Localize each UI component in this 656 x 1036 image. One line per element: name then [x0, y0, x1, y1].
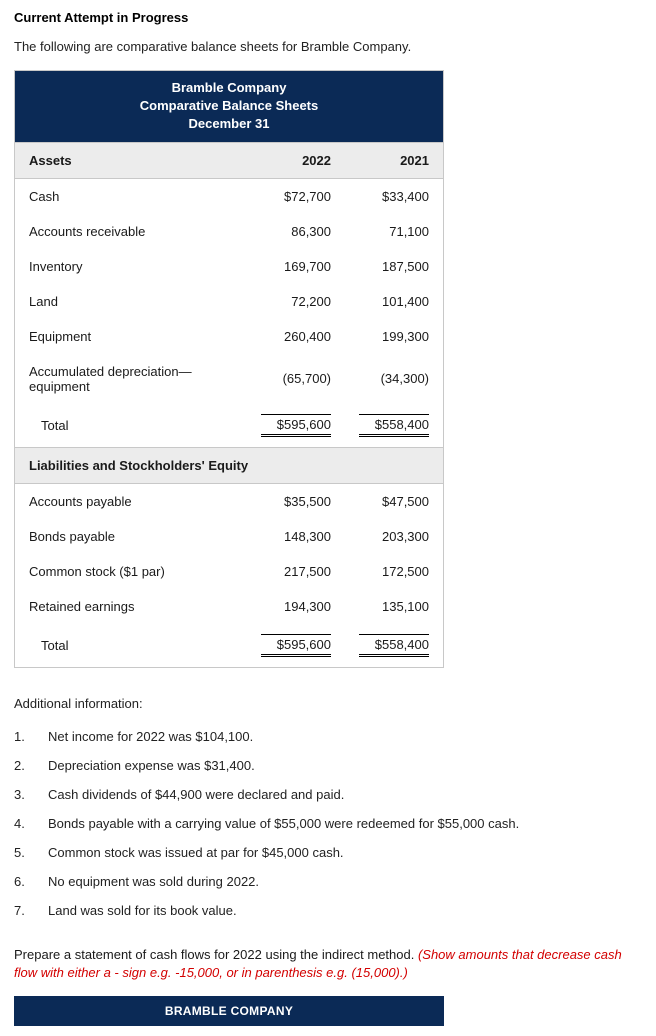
list-item: 2.Depreciation expense was $31,400. [14, 758, 642, 773]
balance-sheet-table: Bramble Company Comparative Balance Shee… [14, 70, 444, 668]
list-item: 4.Bonds payable with a carrying value of… [14, 816, 642, 831]
table-row: Cash$72,700$33,400 [15, 178, 444, 214]
row-value-2021: 101,400 [345, 284, 444, 319]
list-number: 6. [14, 874, 48, 889]
row-value-2021: 172,500 [345, 554, 444, 589]
sheet-title-line2: Comparative Balance Sheets [21, 97, 437, 115]
row-label: Cash [15, 178, 248, 214]
table-row: Accounts receivable86,30071,100 [15, 214, 444, 249]
list-number: 3. [14, 787, 48, 802]
list-text: Cash dividends of $44,900 were declared … [48, 787, 344, 802]
row-value-2022: $72,700 [247, 178, 345, 214]
table-row: Accounts payable$35,500$47,500 [15, 483, 444, 519]
row-value-2022: 260,400 [247, 319, 345, 354]
liab-total-row: Total $595,600 $558,400 [15, 624, 444, 668]
row-value-2022: 86,300 [247, 214, 345, 249]
list-number: 4. [14, 816, 48, 831]
col-2021: 2021 [345, 142, 444, 178]
col-assets: Assets [15, 142, 248, 178]
list-item: 6.No equipment was sold during 2022. [14, 874, 642, 889]
list-number: 5. [14, 845, 48, 860]
list-text: Bonds payable with a carrying value of $… [48, 816, 519, 831]
assets-total-2021: $558,400 [359, 414, 429, 437]
list-text: Net income for 2022 was $104,100. [48, 729, 253, 744]
liab-header-row: Liabilities and Stockholders' Equity [15, 447, 444, 483]
row-value-2021: 187,500 [345, 249, 444, 284]
additional-info-title: Additional information: [14, 696, 642, 711]
assets-total-label: Total [15, 404, 248, 448]
row-value-2022: $35,500 [247, 483, 345, 519]
list-number: 7. [14, 903, 48, 918]
list-text: Common stock was issued at par for $45,0… [48, 845, 344, 860]
liab-total-label: Total [15, 624, 248, 668]
prepare-instruction: Prepare a statement of cash flows for 20… [14, 946, 642, 982]
assets-total-row: Total $595,600 $558,400 [15, 404, 444, 448]
row-value-2022: 194,300 [247, 589, 345, 624]
row-label: Inventory [15, 249, 248, 284]
row-label: Land [15, 284, 248, 319]
table-row: Equipment260,400199,300 [15, 319, 444, 354]
list-item: 1.Net income for 2022 was $104,100. [14, 729, 642, 744]
prepare-text: Prepare a statement of cash flows for 20… [14, 947, 418, 962]
list-number: 1. [14, 729, 48, 744]
sheet-title-line3: December 31 [21, 115, 437, 133]
row-value-2021: 203,300 [345, 519, 444, 554]
list-item: 7.Land was sold for its book value. [14, 903, 642, 918]
sheet-title: Bramble Company Comparative Balance Shee… [15, 71, 444, 143]
row-label: Common stock ($1 par) [15, 554, 248, 589]
table-row: Land72,200101,400 [15, 284, 444, 319]
row-value-2022: 217,500 [247, 554, 345, 589]
table-row: Inventory169,700187,500 [15, 249, 444, 284]
row-value-2021: 135,100 [345, 589, 444, 624]
row-value-2021: 71,100 [345, 214, 444, 249]
row-label: Equipment [15, 319, 248, 354]
row-label: Retained earnings [15, 589, 248, 624]
liab-header-label: Liabilities and Stockholders' Equity [15, 447, 444, 483]
intro-text: The following are comparative balance sh… [14, 39, 642, 54]
table-row: Common stock ($1 par)217,500172,500 [15, 554, 444, 589]
row-value-2022: 148,300 [247, 519, 345, 554]
table-row: Accumulated depreciation—equipment(65,70… [15, 354, 444, 404]
row-label: Bonds payable [15, 519, 248, 554]
page-heading: Current Attempt in Progress [14, 10, 642, 25]
table-row: Retained earnings194,300135,100 [15, 589, 444, 624]
table-row: Bonds payable148,300203,300 [15, 519, 444, 554]
sheet-title-line1: Bramble Company [21, 79, 437, 97]
row-value-2021: 199,300 [345, 319, 444, 354]
list-text: No equipment was sold during 2022. [48, 874, 259, 889]
list-text: Land was sold for its book value. [48, 903, 237, 918]
list-text: Depreciation expense was $31,400. [48, 758, 255, 773]
row-value-2021: (34,300) [345, 354, 444, 404]
col-2022: 2022 [247, 142, 345, 178]
row-value-2022: 169,700 [247, 249, 345, 284]
row-label: Accumulated depreciation—equipment [15, 354, 248, 404]
list-number: 2. [14, 758, 48, 773]
liab-total-2022: $595,600 [261, 634, 331, 657]
row-value-2022: 72,200 [247, 284, 345, 319]
row-value-2021: $33,400 [345, 178, 444, 214]
liab-total-2021: $558,400 [359, 634, 429, 657]
list-item: 3.Cash dividends of $44,900 were declare… [14, 787, 642, 802]
assets-total-2022: $595,600 [261, 414, 331, 437]
list-item: 5.Common stock was issued at par for $45… [14, 845, 642, 860]
row-value-2022: (65,700) [247, 354, 345, 404]
additional-info-list: 1.Net income for 2022 was $104,100.2.Dep… [14, 729, 642, 918]
row-label: Accounts payable [15, 483, 248, 519]
row-value-2021: $47,500 [345, 483, 444, 519]
footer-company-bar: BRAMBLE COMPANY [14, 996, 444, 1026]
row-label: Accounts receivable [15, 214, 248, 249]
column-header-row: Assets 2022 2021 [15, 142, 444, 178]
